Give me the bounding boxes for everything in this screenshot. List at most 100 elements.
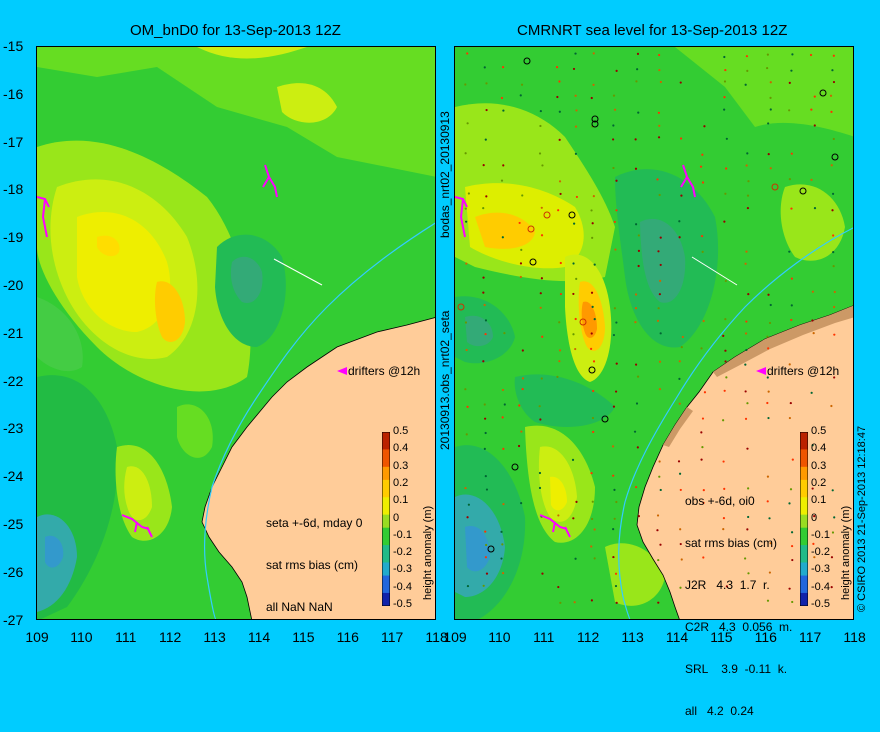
observation-point: [701, 153, 704, 156]
observation-point: [788, 416, 791, 420]
observation-point: [769, 542, 772, 545]
observation-point: [521, 349, 524, 352]
observation-point: [722, 419, 725, 422]
longitude-tick-label: 118: [425, 629, 448, 645]
latitude-tick-label: -26: [3, 563, 24, 580]
observation-point: [520, 83, 524, 86]
latitude-tick-label: -23: [3, 420, 24, 437]
observation-point: [767, 293, 770, 296]
observation-point: [790, 304, 793, 307]
observation-point: [659, 236, 662, 239]
left-map: [37, 47, 435, 619]
observation-point: [538, 405, 541, 408]
observation-point: [831, 69, 834, 72]
observation-point: [484, 319, 488, 322]
observation-point: [634, 138, 637, 141]
latitude-tick-label: -15: [3, 38, 24, 54]
observation-point: [521, 194, 524, 197]
observation-point: [790, 544, 794, 548]
observation-point: [679, 137, 683, 140]
observation-point: [538, 486, 542, 490]
observation-point: [677, 460, 681, 463]
observation-point: [556, 95, 559, 99]
observation-point: [538, 152, 542, 155]
observation-point: [656, 529, 659, 532]
observation-point: [745, 320, 748, 323]
latitude-tick-label: -27: [3, 611, 24, 628]
observation-point: [831, 192, 835, 195]
observation-point: [465, 220, 468, 223]
observation-point: [767, 416, 770, 420]
observation-point: [485, 572, 489, 575]
observation-point: [572, 333, 575, 336]
observation-point: [790, 69, 793, 72]
observation-point: [556, 375, 559, 378]
observation-point: [746, 447, 749, 450]
observation-point: [559, 192, 562, 196]
colorbar-tick-label: -0.3: [811, 563, 830, 576]
observation-point: [503, 332, 506, 335]
observation-point: [500, 96, 504, 100]
observation-point: [658, 124, 661, 127]
observation-point: [558, 80, 561, 83]
observation-point: [615, 69, 618, 72]
observation-point: [612, 166, 615, 170]
observation-point: [678, 236, 681, 239]
observation-point: [832, 80, 836, 84]
observation-point: [485, 108, 488, 112]
observation-point: [540, 206, 543, 209]
observation-point: [766, 66, 769, 70]
observation-point: [485, 543, 488, 547]
observation-point: [593, 557, 596, 560]
observation-point: [830, 556, 834, 559]
observation-point: [658, 388, 662, 391]
observation-point: [746, 206, 750, 210]
observation-point: [482, 276, 485, 279]
observation-point: [746, 152, 749, 155]
observation-point: [723, 220, 726, 223]
observation-point: [636, 68, 639, 71]
observation-point: [744, 363, 747, 366]
colorbar-tick-label: 0: [393, 511, 400, 524]
observation-point: [485, 82, 488, 85]
observation-point: [813, 207, 817, 210]
observation-point: [464, 388, 467, 391]
observation-point: [745, 164, 748, 167]
observation-point: [788, 502, 791, 505]
observation-point: [613, 488, 616, 491]
observation-point: [484, 417, 487, 420]
observation-point: [574, 94, 577, 97]
observation-point: [725, 137, 728, 140]
colorbar-tick-label: -0.5: [811, 598, 830, 610]
observation-point: [613, 517, 616, 520]
colorbar-scale: [382, 432, 390, 606]
observation-point: [659, 80, 662, 84]
observation-point: [517, 444, 521, 448]
observation-point: [722, 528, 725, 531]
observation-point: [593, 263, 596, 266]
observation-point: [502, 503, 505, 506]
center-top-label: bodas_nrt02_20130913: [438, 111, 452, 238]
observation-point: [518, 221, 521, 225]
observation-point: [833, 333, 836, 336]
latitude-tick-label: -17: [3, 133, 24, 150]
colorbar-tick-label: -0.5: [393, 598, 412, 610]
observation-point: [572, 517, 575, 520]
observation-point: [788, 81, 791, 84]
observation-point: [833, 516, 836, 519]
observation-point: [575, 500, 578, 503]
observation-point: [466, 405, 469, 408]
observation-point: [659, 263, 662, 267]
observation-point: [791, 458, 794, 461]
latitude-tick-label: -19: [3, 229, 24, 246]
observation-point: [539, 109, 542, 113]
observation-point: [656, 319, 660, 322]
observation-point: [636, 375, 640, 378]
observation-point: [767, 390, 770, 393]
observation-point: [700, 431, 703, 434]
longitude-tick-label: 111: [533, 629, 555, 645]
observation-point: [813, 556, 816, 559]
observation-point: [484, 431, 487, 435]
observation-point: [501, 416, 504, 419]
observation-point: [558, 360, 561, 363]
